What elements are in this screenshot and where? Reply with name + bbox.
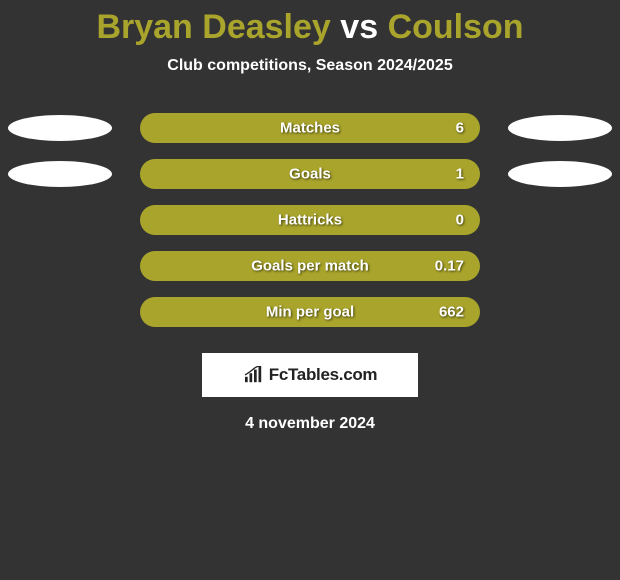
player2-ellipse <box>508 115 612 141</box>
vs-text: vs <box>340 8 378 46</box>
stat-bar: Hattricks 0 <box>140 205 480 235</box>
stats-container: Matches 6 Goals 1 Hattricks 0 Goals per match 0… <box>0 105 620 335</box>
bar-chart-icon <box>243 366 265 384</box>
stat-label: Matches <box>280 120 340 137</box>
player1-ellipse <box>8 161 112 187</box>
stat-value: 0.17 <box>435 258 464 275</box>
player1-name: Bryan Deasley <box>96 8 330 46</box>
player2-name: Coulson <box>388 8 524 46</box>
stat-row: Goals 1 <box>0 151 620 197</box>
stat-bar: Goals 1 <box>140 159 480 189</box>
player1-ellipse <box>8 115 112 141</box>
stat-label: Min per goal <box>266 304 354 321</box>
date-text: 4 november 2024 <box>0 415 620 433</box>
stat-value: 0 <box>456 212 464 229</box>
logo-text: FcTables.com <box>269 365 378 385</box>
comparison-infographic: Bryan Deasley vs Coulson Club competitio… <box>0 0 620 433</box>
stat-label: Goals per match <box>251 258 369 275</box>
subtitle: Club competitions, Season 2024/2025 <box>0 57 620 75</box>
stat-label: Hattricks <box>278 212 342 229</box>
stat-value: 6 <box>456 120 464 137</box>
stat-row: Matches 6 <box>0 105 620 151</box>
stat-row: Goals per match 0.17 <box>0 243 620 289</box>
player2-ellipse <box>508 161 612 187</box>
stat-bar: Min per goal 662 <box>140 297 480 327</box>
stat-bar: Goals per match 0.17 <box>140 251 480 281</box>
stat-row: Hattricks 0 <box>0 197 620 243</box>
stat-row: Min per goal 662 <box>0 289 620 335</box>
stat-label: Goals <box>289 166 331 183</box>
logo-box: FcTables.com <box>202 353 418 397</box>
stat-value: 1 <box>456 166 464 183</box>
stat-value: 662 <box>439 304 464 321</box>
stat-bar: Matches 6 <box>140 113 480 143</box>
page-title: Bryan Deasley vs Coulson <box>0 8 620 47</box>
